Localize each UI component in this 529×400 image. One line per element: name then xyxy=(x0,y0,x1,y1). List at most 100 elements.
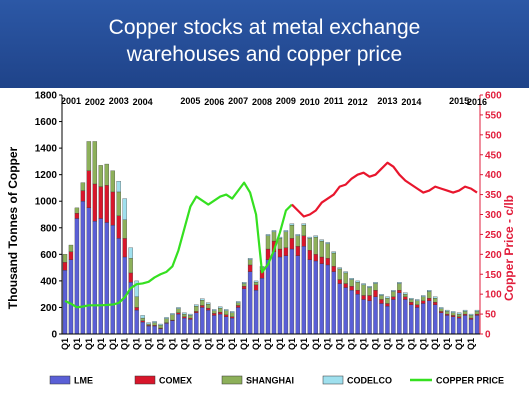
y2-tick-label-250: 250 xyxy=(485,230,502,241)
bar-codelco-28 xyxy=(230,311,235,313)
bar-comex-5 xyxy=(92,183,98,222)
x-tick-label-28: Q1 xyxy=(227,338,237,350)
bar-shanghai-47 xyxy=(343,272,348,284)
x-tick-label-32: Q1 xyxy=(251,338,261,350)
bar-lme-21 xyxy=(188,319,193,335)
x-tick-label-38: Q1 xyxy=(287,338,297,350)
bar-lme-40 xyxy=(301,246,307,335)
bar-lme-22 xyxy=(194,312,199,335)
bar-codelco-42 xyxy=(313,235,318,238)
bar-codelco-26 xyxy=(218,306,223,309)
bar-comex-60 xyxy=(421,300,426,304)
x-tick-label-58: Q1 xyxy=(406,338,416,350)
bar-comex-29 xyxy=(235,305,241,308)
bar-lme-36 xyxy=(277,256,283,335)
bar-shanghai-58 xyxy=(409,299,414,303)
bar-comex-22 xyxy=(194,311,199,313)
bar-shanghai-9 xyxy=(116,191,121,216)
x-tick-label-12: Q1 xyxy=(132,338,142,350)
bar-lme-65 xyxy=(450,316,456,335)
x-tick-label-16: Q1 xyxy=(156,338,166,350)
bar-codelco-69 xyxy=(474,309,480,312)
x-tick-label-40: Q1 xyxy=(299,338,309,350)
y-tick-label-1400: 1400 xyxy=(35,144,58,155)
bar-shanghai-44 xyxy=(325,243,330,259)
bar-codelco-50 xyxy=(361,283,366,286)
bar-comex-12 xyxy=(134,307,139,311)
bar-shanghai-16 xyxy=(158,325,163,329)
bar-lme-27 xyxy=(224,316,229,335)
bar-comex-28 xyxy=(230,316,235,319)
year-label-2007: 2007 xyxy=(228,96,248,106)
tick-labels: 0 200 400 600 800 1000 1200 1400 1600 1800 0 50 100 1… xyxy=(35,91,502,351)
bar-lme-18 xyxy=(170,320,175,335)
bar-shanghai-40 xyxy=(301,224,307,236)
bar-comex-37 xyxy=(283,247,289,256)
bar-codelco-15 xyxy=(152,321,157,323)
bar-comex-2 xyxy=(74,213,80,219)
bar-comex-10 xyxy=(122,238,127,258)
year-label-2004: 2004 xyxy=(133,97,153,107)
bar-comex-7 xyxy=(104,185,109,223)
bar-comex-42 xyxy=(313,254,318,262)
bar-comex-46 xyxy=(337,279,342,284)
bar-comex-62 xyxy=(433,301,438,305)
bar-lme-55 xyxy=(391,299,396,335)
year-label-2003: 2003 xyxy=(109,96,129,106)
bar-codelco-48 xyxy=(349,278,354,280)
bar-shanghai-61 xyxy=(427,291,432,299)
bar-shanghai-64 xyxy=(444,311,450,315)
y-tick-label-200: 200 xyxy=(40,303,57,314)
bar-shanghai-39 xyxy=(295,235,301,247)
bar-lme-52 xyxy=(373,296,378,335)
x-tick-label-26: Q1 xyxy=(215,338,225,350)
x-tick-label-56: Q1 xyxy=(394,338,404,350)
bar-comex-31 xyxy=(247,264,253,272)
x-tick-label-24: Q1 xyxy=(203,338,213,350)
bar-lme-25 xyxy=(212,315,217,335)
x-tick-label-62: Q1 xyxy=(430,338,440,350)
bar-shanghai-29 xyxy=(235,302,241,306)
bar-lme-1 xyxy=(68,259,74,335)
year-label-2016: 2016 xyxy=(467,97,487,107)
legend-swatch-codelco xyxy=(322,375,344,385)
x-tick-label-14: Q1 xyxy=(144,338,154,350)
bar-shanghai-13 xyxy=(140,317,145,321)
bar-codelco-68 xyxy=(468,313,474,316)
bar-codelco-49 xyxy=(355,280,360,283)
bar-shanghai-18 xyxy=(170,314,175,321)
bar-comex-53 xyxy=(379,299,384,304)
bar-comex-48 xyxy=(349,286,354,291)
bar-lme-15 xyxy=(152,325,157,335)
bar-codelco-13 xyxy=(140,315,145,319)
bar-shanghai-57 xyxy=(403,294,408,297)
bar-codelco-45 xyxy=(331,251,336,254)
x-tick-label-66: Q1 xyxy=(454,338,464,350)
bar-shanghai-25 xyxy=(212,310,217,314)
y2-tick-label-50: 50 xyxy=(485,310,497,321)
bar-codelco-24 xyxy=(206,302,211,305)
bar-comex-20 xyxy=(182,316,187,319)
x-tick-label-42: Q1 xyxy=(311,338,321,350)
bar-comex-50 xyxy=(361,295,366,300)
bar-codelco-43 xyxy=(319,239,324,242)
bar-codelco-62 xyxy=(433,296,438,299)
bar-shanghai-5 xyxy=(92,141,98,185)
stacked-bars xyxy=(62,141,480,335)
bar-codelco-55 xyxy=(391,290,396,292)
bar-lme-68 xyxy=(468,319,474,335)
year-label-2001: 2001 xyxy=(61,96,81,106)
y2-tick-label-300: 300 xyxy=(485,210,502,221)
bar-codelco-40 xyxy=(301,223,307,226)
year-label-2009: 2009 xyxy=(276,96,296,106)
bar-comex-63 xyxy=(439,311,444,313)
bar-shanghai-43 xyxy=(319,240,324,258)
bar-lme-31 xyxy=(247,271,253,335)
bar-codelco-60 xyxy=(421,295,426,297)
x-tick-label-20: Q1 xyxy=(179,338,189,350)
y2-tick-label-400: 400 xyxy=(485,170,502,181)
bar-codelco-63 xyxy=(439,307,444,309)
legend: LME COMEX SHANGHAI CODELCO COPPER PRICE xyxy=(49,375,504,386)
bar-lme-59 xyxy=(415,307,420,335)
bar-lme-57 xyxy=(403,299,408,335)
